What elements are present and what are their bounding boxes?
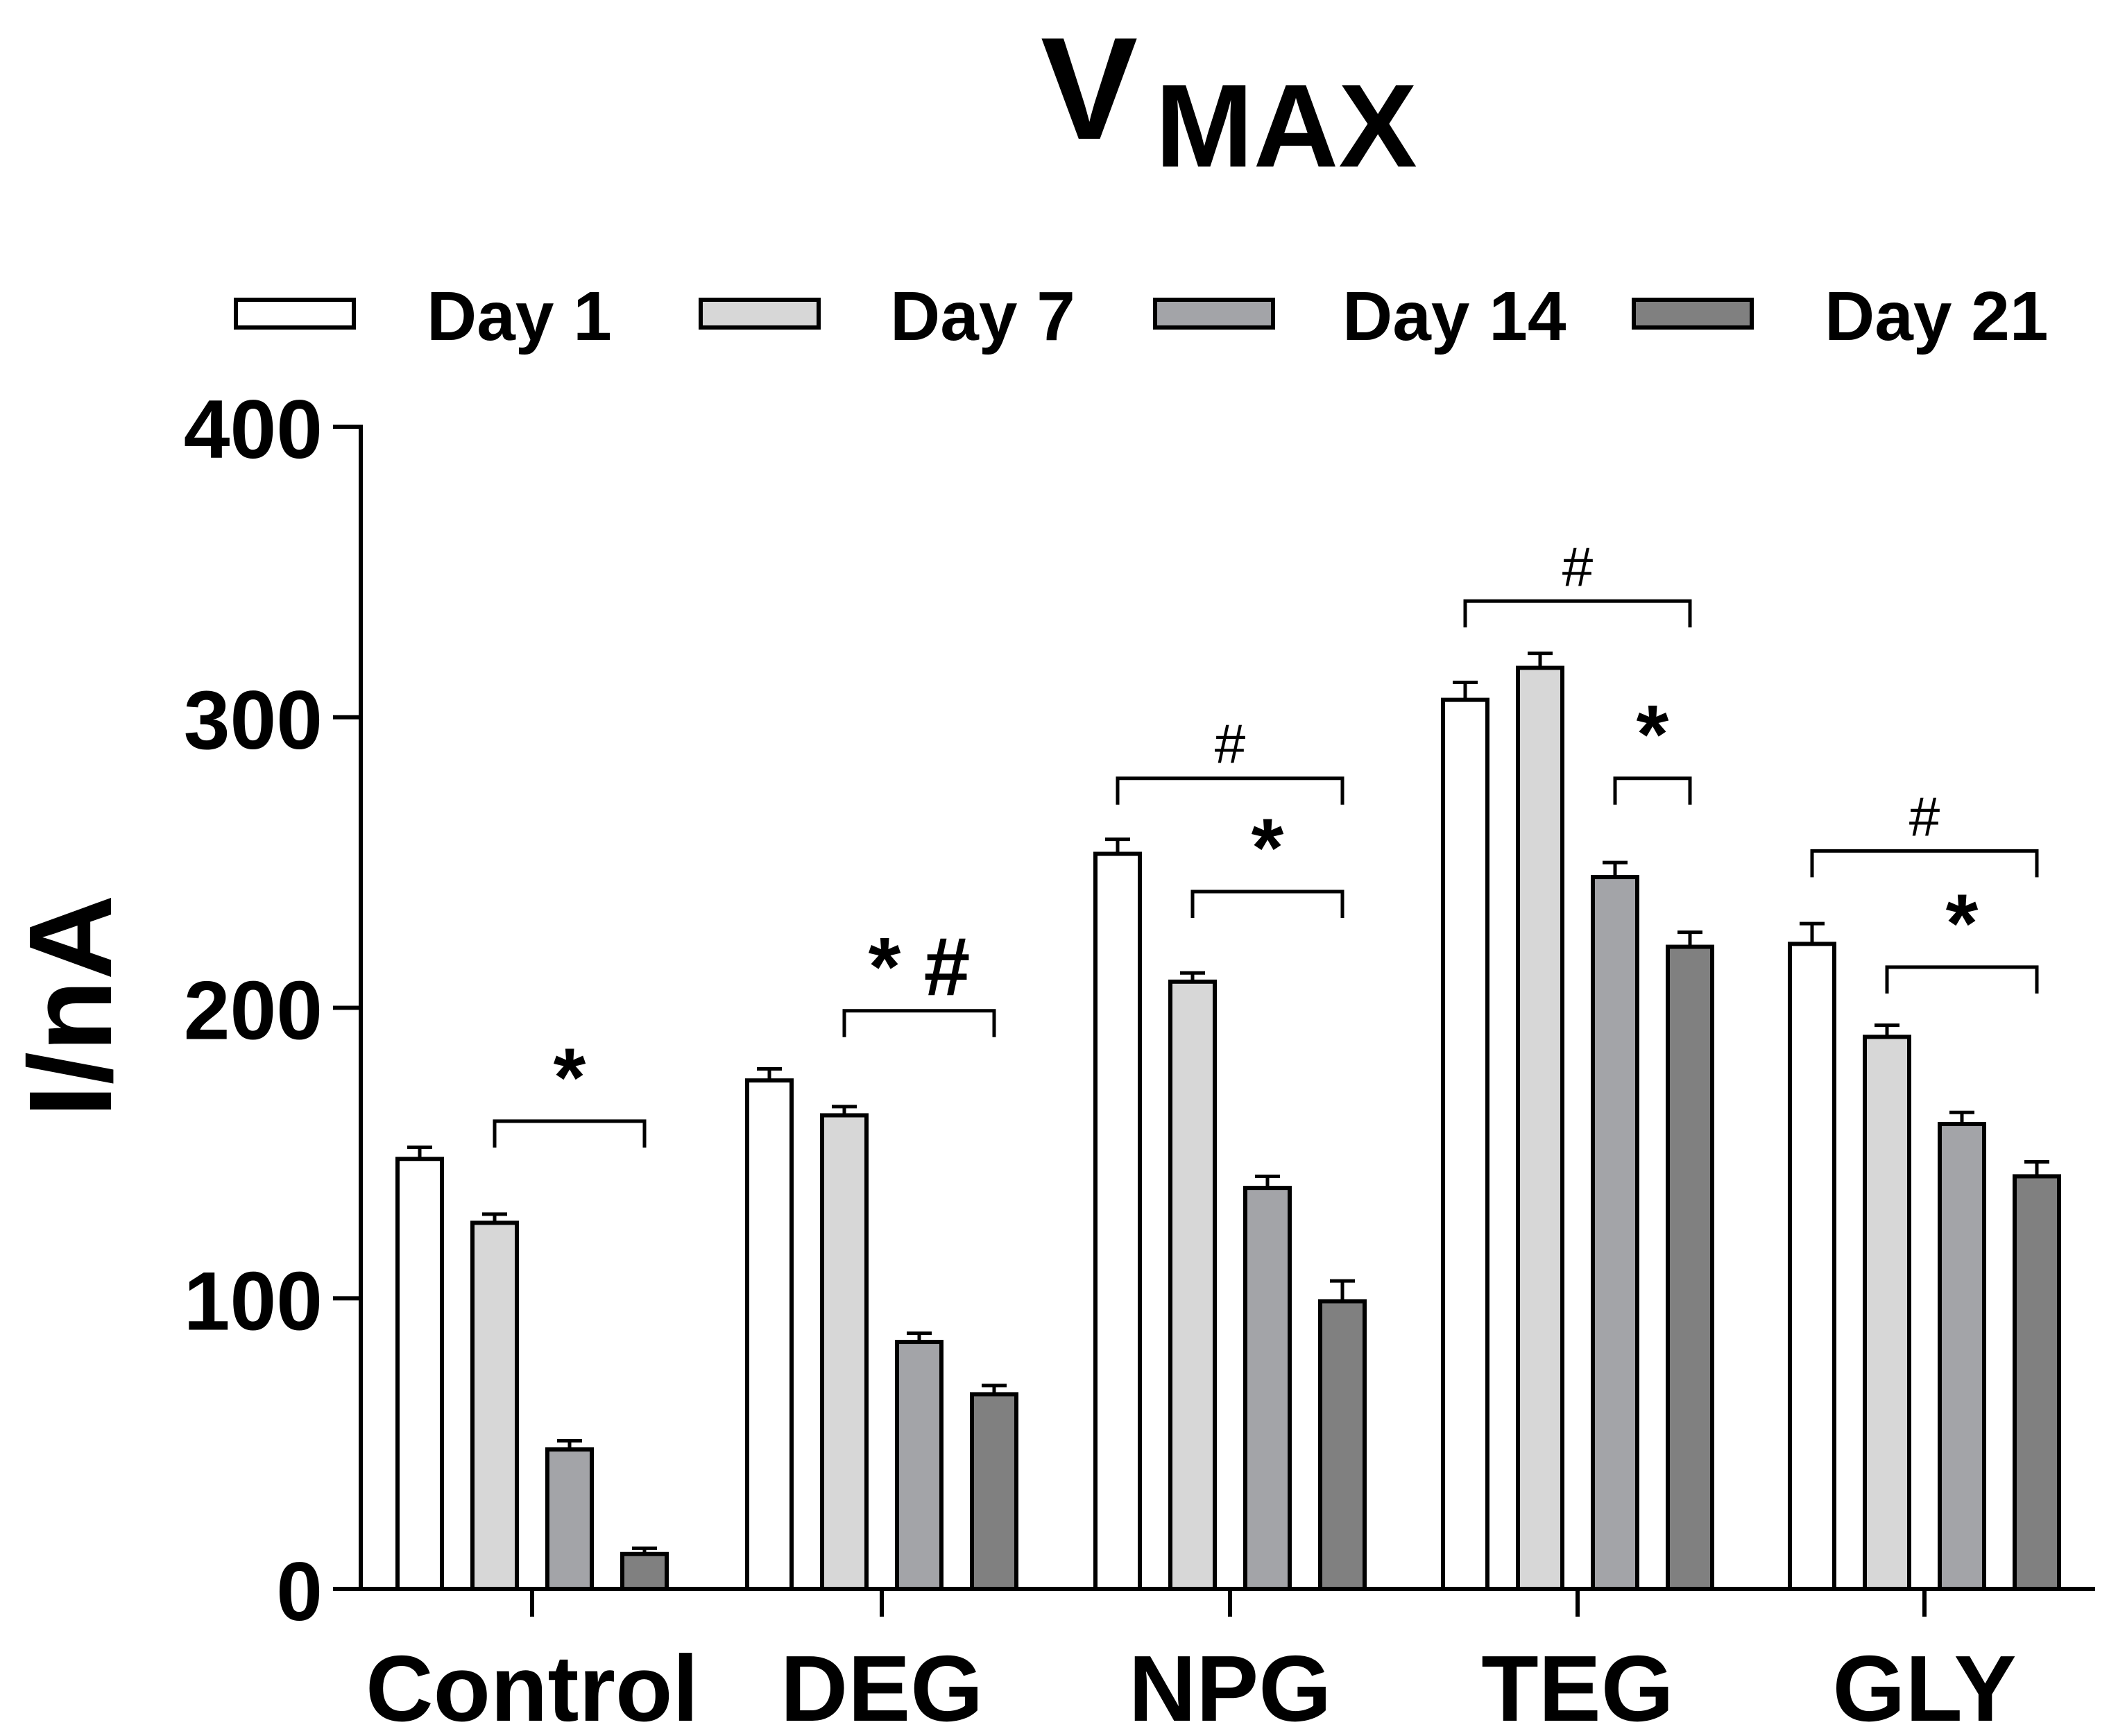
- bar: [895, 1340, 944, 1591]
- x-tick-label: GLY: [1832, 1636, 2016, 1736]
- bar: [1516, 665, 1564, 1591]
- legend-swatch: [1632, 298, 1754, 330]
- legend-label: Day 1: [427, 278, 612, 355]
- significance-bracket: [1116, 776, 1344, 805]
- legend-swatch: [699, 298, 821, 330]
- bars: [395, 652, 2061, 1591]
- legend-label: Day 14: [1342, 278, 1566, 355]
- bar: [545, 1447, 594, 1591]
- legend-swatch: [1153, 298, 1275, 330]
- significance-marker: *: [1637, 688, 1669, 781]
- bar: [1788, 942, 1836, 1591]
- bar: [1863, 1035, 1911, 1591]
- significance-bracket: [1885, 965, 2039, 994]
- legend: Day 1 Day 7 Day 14 Day 21: [234, 278, 2048, 355]
- legend-label: Day 21: [1825, 278, 2048, 355]
- x-tick-label: Control: [366, 1636, 699, 1736]
- significance-annotations: ** ##*#*#*: [493, 536, 2039, 1148]
- significance-bracket: [1810, 849, 2039, 878]
- significance-marker: *: [554, 1031, 586, 1124]
- y-tick-label: 200: [184, 964, 323, 1057]
- bar: [1243, 1186, 1292, 1591]
- x-tick-label: TEG: [1481, 1636, 1674, 1736]
- bar: [1591, 875, 1639, 1591]
- chart-title-subscript: MAX: [1155, 60, 1417, 192]
- significance-marker: #: [1909, 785, 1940, 847]
- significance-marker: * #: [869, 921, 971, 1014]
- bar: [1441, 697, 1489, 1591]
- x-tick-label: DEG: [780, 1636, 984, 1736]
- significance-bracket: [493, 1119, 647, 1148]
- significance-bracket: [842, 1009, 996, 1037]
- bar: [1318, 1299, 1367, 1591]
- legend-swatch: [234, 298, 356, 330]
- bar: [1666, 944, 1714, 1591]
- bar: [2013, 1174, 2061, 1591]
- bar: [820, 1113, 869, 1591]
- significance-marker: *: [1252, 801, 1284, 894]
- bar: [970, 1392, 1018, 1591]
- x-tick-label: NPG: [1129, 1636, 1332, 1736]
- bar: [1168, 979, 1217, 1591]
- y-tick-label: 300: [184, 674, 323, 767]
- bar: [745, 1078, 794, 1591]
- bar: [1093, 851, 1142, 1591]
- y-tick-label: 0: [276, 1545, 323, 1638]
- significance-bracket: [1613, 776, 1692, 805]
- bar: [470, 1220, 519, 1591]
- significance-marker: #: [1562, 536, 1594, 597]
- y-axis-label: I/nA: [5, 894, 137, 1117]
- significance-bracket: [1190, 890, 1344, 918]
- significance-marker: *: [1946, 877, 1979, 970]
- significance-bracket: [1463, 599, 1692, 628]
- legend-label: Day 7: [890, 278, 1075, 355]
- axes: 0 100 200 300 400 Control DEG NPG TEG GLY: [184, 383, 2095, 1736]
- chart-title-main: V: [1041, 7, 1138, 170]
- bar: [620, 1551, 669, 1591]
- significance-marker: #: [1215, 713, 1246, 775]
- bar: [1938, 1122, 1986, 1591]
- y-tick-label: 100: [184, 1254, 323, 1347]
- bar: [395, 1157, 444, 1591]
- y-tick-label: 400: [184, 383, 323, 476]
